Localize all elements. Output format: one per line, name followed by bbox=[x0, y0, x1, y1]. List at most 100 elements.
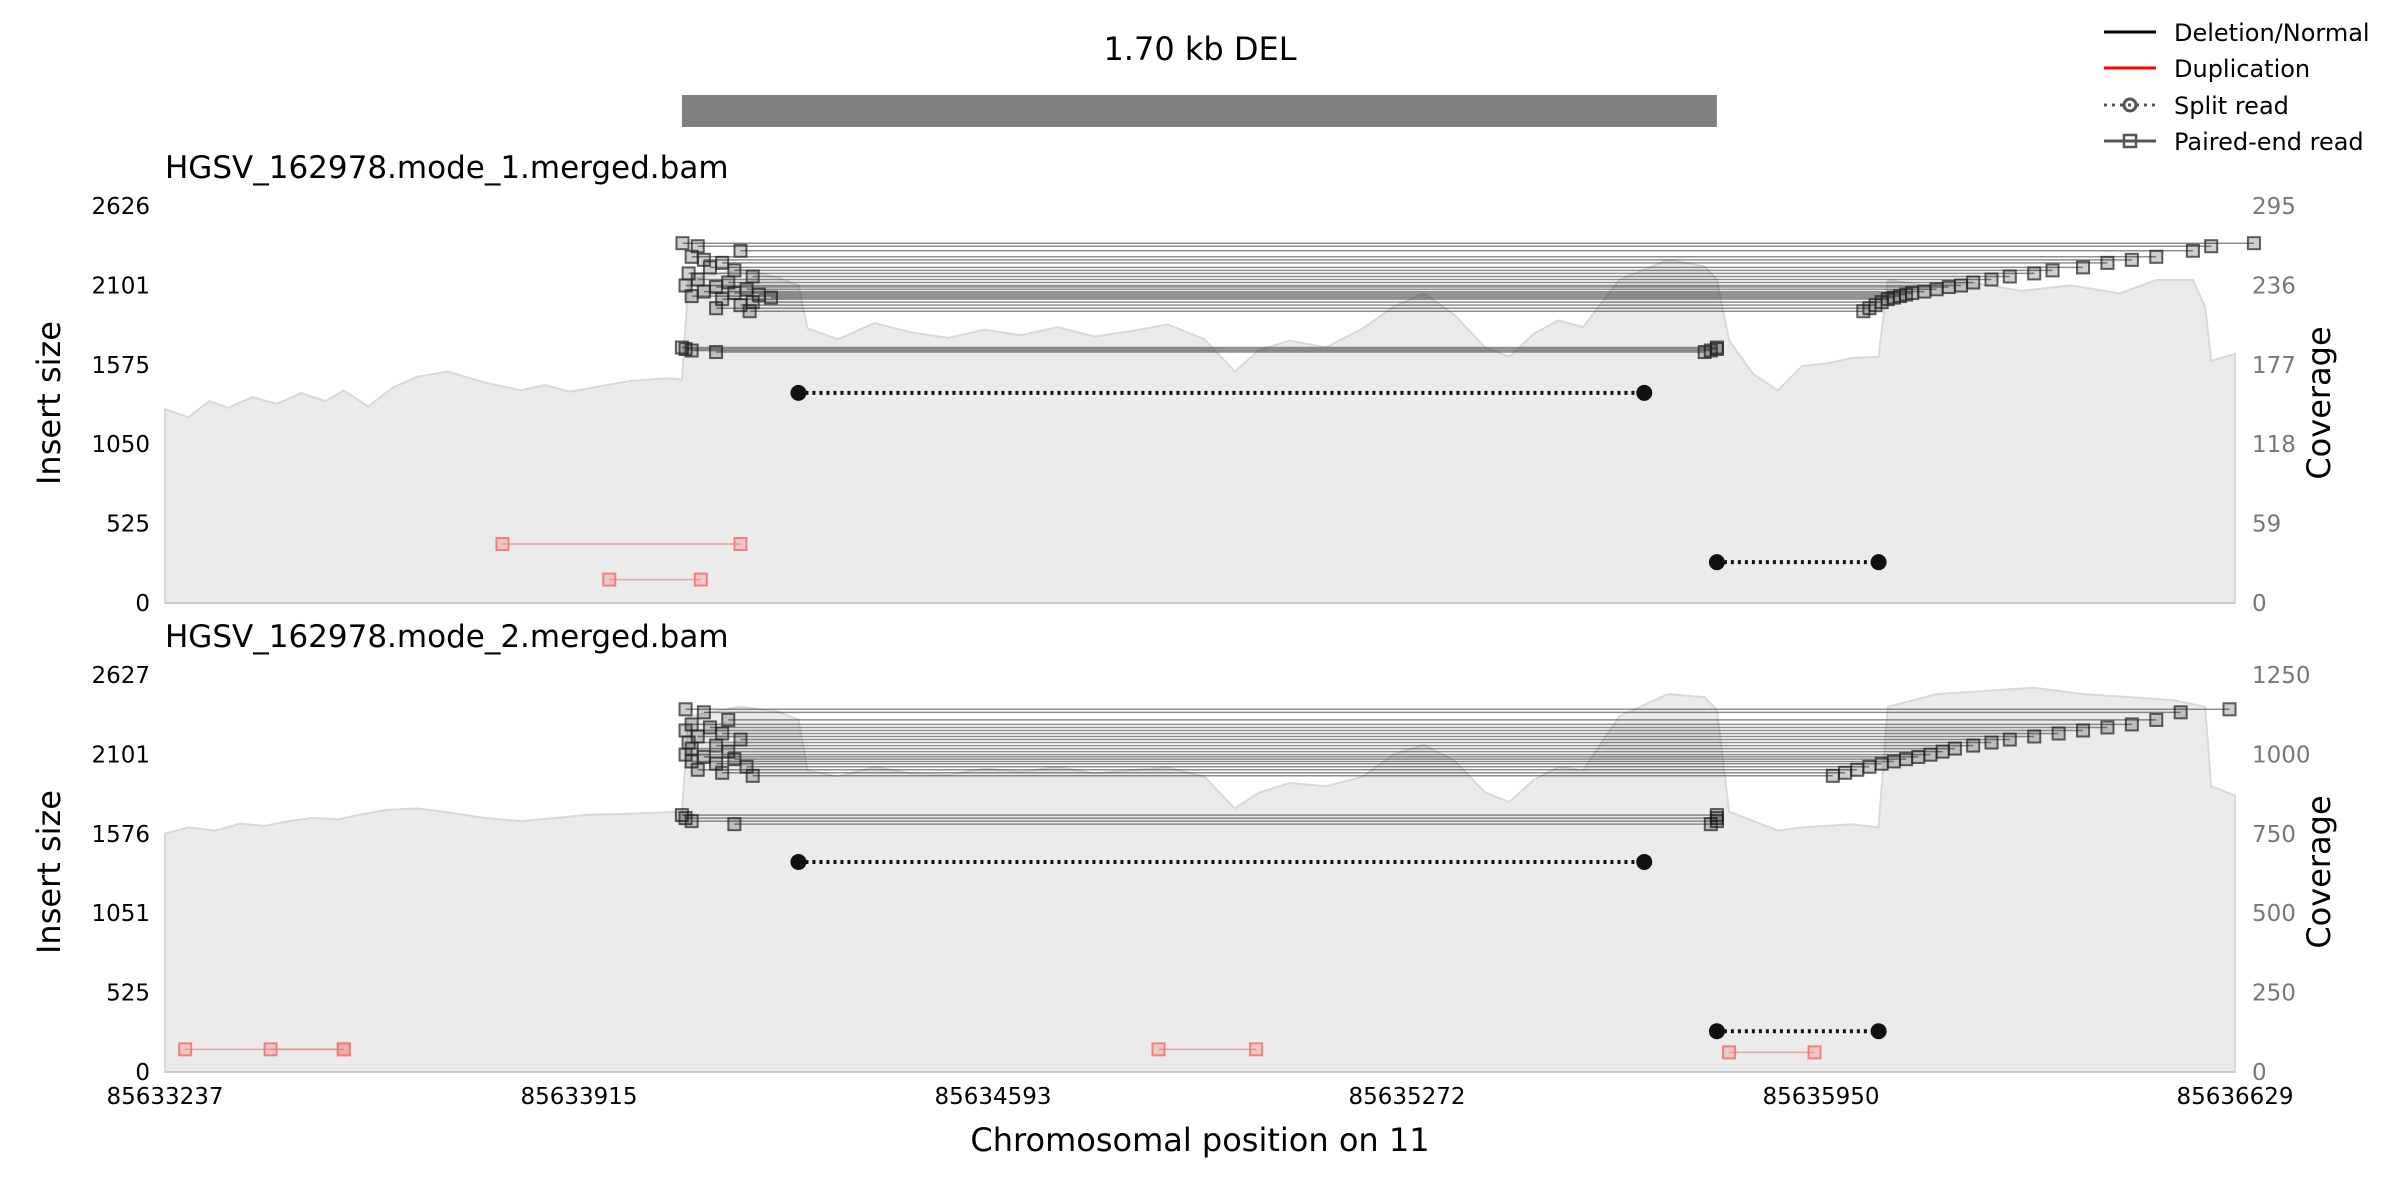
split-read-marker bbox=[1636, 853, 1653, 870]
del-pair-marker bbox=[1947, 741, 1962, 756]
del-pair-marker bbox=[2051, 726, 2066, 741]
y-tick-label: 0 bbox=[135, 591, 150, 617]
legend-item-duplication: Duplication bbox=[2104, 55, 2310, 83]
del-pair-marker bbox=[733, 732, 748, 747]
del-pair-marker bbox=[2002, 732, 2017, 747]
del-pair-marker bbox=[742, 304, 757, 319]
y-tick-label: 2101 bbox=[91, 742, 150, 768]
split-read-marker bbox=[1870, 554, 1887, 571]
x-tick-label: 85634593 bbox=[934, 1084, 1051, 1110]
legend-item-deletion: Deletion/Normal bbox=[2104, 19, 2370, 47]
del-pair-marker bbox=[702, 260, 717, 275]
y2-tick-label: 500 bbox=[2252, 901, 2296, 927]
y2-axis-ticks-mode-2: 0 250 500 750 1000 1250 bbox=[2252, 663, 2311, 1086]
y2-tick-label: 250 bbox=[2252, 981, 2296, 1007]
y-axis-ticks-mode-2: 0 525 1051 1576 2101 2627 bbox=[91, 663, 150, 1086]
y2-tick-label: 236 bbox=[2252, 273, 2296, 299]
legend-marker-split-read bbox=[2122, 97, 2138, 113]
del-pair-marker bbox=[715, 765, 730, 780]
del-pair-marker bbox=[1923, 747, 1938, 762]
split-read-marker bbox=[1636, 384, 1653, 401]
legend-label-paired-end: Paired-end read bbox=[2174, 128, 2364, 156]
del-pair-marker bbox=[684, 343, 699, 358]
del-pair-marker bbox=[678, 702, 693, 717]
del-pair-marker bbox=[702, 720, 717, 735]
y2-tick-label: 0 bbox=[2252, 591, 2267, 617]
del-pair-marker bbox=[2076, 260, 2091, 275]
figure-title: 1.70 kb DEL bbox=[1103, 30, 1296, 68]
x-tick-label: 85633915 bbox=[520, 1084, 637, 1110]
del-pair-marker bbox=[684, 814, 699, 829]
split-read-marker bbox=[790, 853, 807, 870]
del-pair-marker bbox=[727, 286, 742, 301]
del-pair-marker bbox=[1874, 756, 1889, 771]
del-pair-marker bbox=[2100, 255, 2115, 270]
x-tick-label: 85635272 bbox=[1348, 1084, 1465, 1110]
y-tick-label: 2626 bbox=[91, 194, 150, 220]
del-pair-marker bbox=[2149, 249, 2164, 264]
del-pair-marker bbox=[2246, 236, 2261, 251]
del-pair-marker bbox=[1929, 282, 1944, 297]
split-read-marker bbox=[1870, 1023, 1887, 1040]
dup-pair-marker bbox=[1151, 1042, 1166, 1057]
dup-pair-marker bbox=[693, 572, 708, 587]
del-pair-marker bbox=[1984, 735, 1999, 750]
del-pair-marker bbox=[2222, 702, 2237, 717]
del-pair-marker bbox=[733, 243, 748, 258]
del-pair-marker bbox=[1911, 749, 1926, 764]
del-pair-marker bbox=[684, 289, 699, 304]
del-pair-marker bbox=[2173, 705, 2188, 720]
del-pair-marker bbox=[2204, 239, 2219, 254]
y-axis-label-mode-2: Insert size bbox=[30, 790, 68, 954]
panel-title-mode-2: HGSV_162978.mode_2.merged.bam bbox=[165, 619, 729, 655]
legend-label-split-read: Split read bbox=[2174, 92, 2289, 120]
split-read-marker bbox=[1708, 554, 1725, 571]
dup-pair-marker bbox=[178, 1042, 193, 1057]
y-axis-label-mode-1: Insert size bbox=[30, 321, 68, 485]
del-pair-marker bbox=[678, 723, 693, 738]
del-pair-marker bbox=[1825, 768, 1840, 783]
del-pair-marker bbox=[1697, 345, 1712, 360]
y2-axis-label-mode-1: Coverage bbox=[2300, 326, 2338, 479]
x-tick-label: 85635950 bbox=[1762, 1084, 1879, 1110]
del-pair-marker bbox=[2076, 723, 2091, 738]
del-pair-marker bbox=[675, 236, 690, 251]
dup-pair-marker bbox=[1807, 1045, 1822, 1060]
del-pair-marker bbox=[1899, 752, 1914, 767]
del-pair-marker bbox=[2185, 243, 2200, 258]
legend-marker-paired-end bbox=[2122, 133, 2138, 149]
legend-label-deletion: Deletion/Normal bbox=[2174, 19, 2370, 47]
del-pair-marker bbox=[1703, 817, 1718, 832]
legend-label-duplication: Duplication bbox=[2174, 55, 2310, 83]
del-pair-marker bbox=[721, 712, 736, 727]
del-pair-marker bbox=[709, 345, 724, 360]
x-axis-ticks: 85633237 85633915 85634593 85635272 85635950… bbox=[106, 1084, 2293, 1110]
y2-tick-label: 1250 bbox=[2252, 663, 2311, 689]
dup-pair-marker bbox=[602, 572, 617, 587]
y-tick-label: 1575 bbox=[91, 353, 150, 379]
reads-mode-2 bbox=[178, 702, 2237, 1060]
del-pair-marker bbox=[2002, 269, 2017, 284]
del-pair-marker bbox=[1941, 280, 1956, 295]
panel-title-mode-1: HGSV_162978.mode_1.merged.bam bbox=[165, 150, 729, 186]
panel-mode-1: HGSV_162978.mode_1.merged.bam 0 525 1050 15… bbox=[30, 150, 2338, 617]
y2-axis-label-mode-2: Coverage bbox=[2300, 795, 2338, 948]
coverage-area-mode-2 bbox=[164, 686, 2236, 1073]
del-pair-marker bbox=[690, 272, 705, 287]
panel-mode-2: HGSV_162978.mode_2.merged.bam 0 525 1051 15… bbox=[30, 619, 2338, 1110]
del-pair-marker bbox=[1838, 765, 1853, 780]
del-pair-marker bbox=[745, 269, 760, 284]
y-tick-label: 2627 bbox=[91, 663, 150, 689]
del-pair-marker bbox=[2149, 712, 2164, 727]
del-pair-marker bbox=[1935, 744, 1950, 759]
del-pair-marker bbox=[1984, 272, 1999, 287]
del-pair-marker bbox=[2027, 266, 2042, 281]
x-tick-label: 85636629 bbox=[2176, 1084, 2293, 1110]
del-pair-marker bbox=[2027, 729, 2042, 744]
del-pair-marker bbox=[2124, 717, 2139, 732]
legend: Deletion/Normal Duplication Split read P… bbox=[2104, 19, 2370, 156]
y2-tick-label: 1000 bbox=[2252, 742, 2311, 768]
dup-pair-marker bbox=[1249, 1042, 1264, 1057]
dup-pair-marker bbox=[495, 537, 510, 552]
